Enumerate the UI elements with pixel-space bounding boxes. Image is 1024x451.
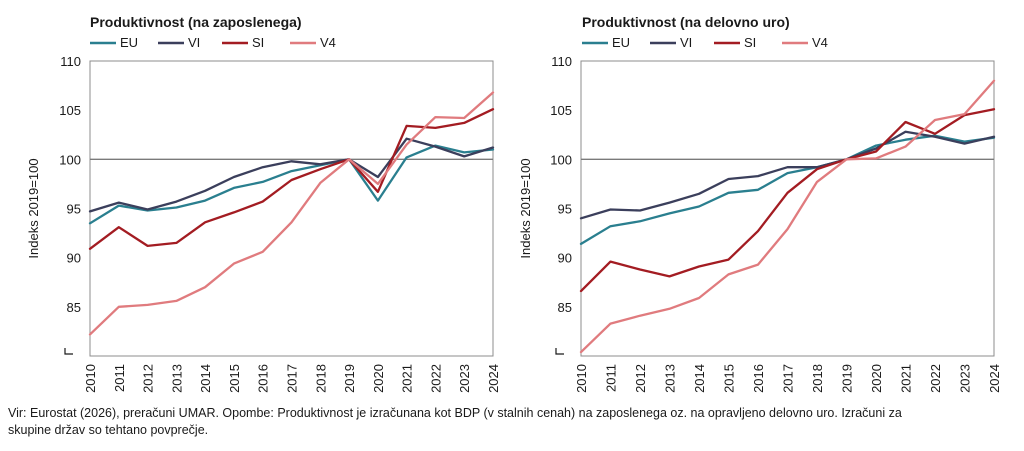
chart-2-x-tick-label: 2010 xyxy=(574,364,589,393)
chart-2-x-tick-label: 2014 xyxy=(692,364,707,393)
chart-2-y-tick-label: 110 xyxy=(551,54,572,69)
chart-2-x-tick-label: 2024 xyxy=(987,364,1002,393)
chart-2-x-tick-label: 2023 xyxy=(958,364,973,393)
chart-2-legend-label-vi: VI xyxy=(680,35,692,50)
chart-2-x-tick-label: 2016 xyxy=(751,364,766,393)
chart-1-x-tick-label: 2019 xyxy=(342,364,357,393)
chart-1-x-tick-label: 2024 xyxy=(486,364,501,393)
chart-2-plot-frame xyxy=(580,60,995,357)
chart-1-legend-label-vi: VI xyxy=(188,35,200,50)
chart-2-legend-label-si: SI xyxy=(744,35,756,50)
chart-2-x-tick-label: 2011 xyxy=(604,364,619,392)
chart-2-y-tick-label: 85 xyxy=(558,300,572,315)
chart-1-x-tick-label: 2013 xyxy=(169,364,184,393)
chart-1-y-tick-label: 95 xyxy=(67,202,81,217)
chart-1-legend-label-si: SI xyxy=(252,35,264,50)
chart-2-x-tick-label: 2021 xyxy=(899,364,914,393)
chart-2-y-tick-label: 105 xyxy=(550,103,572,118)
chart-1-x-tick-label: 2018 xyxy=(313,364,328,393)
chart-1-x-tick-label: 2016 xyxy=(256,364,271,393)
chart-1-x-tick-label: 2020 xyxy=(371,364,386,393)
chart-2-y-tick-label: 90 xyxy=(558,251,572,266)
chart-1-series-line-si xyxy=(88,108,495,250)
chart-1-x-tick-label: 2023 xyxy=(457,364,472,393)
chart-1-x-tick-label: 2011 xyxy=(112,364,127,392)
chart-1-y-tick-label: 90 xyxy=(67,251,81,266)
source-note-line-1: Vir: Eurostat (2026), preračuni UMAR. Op… xyxy=(8,406,902,420)
chart-2-x-tick-label: 2012 xyxy=(633,364,648,393)
chart-2-x-tick-label: 2013 xyxy=(663,364,678,393)
chart-1-x-tick-label: 2012 xyxy=(141,364,156,393)
chart-2-y-tick-label: 95 xyxy=(558,202,572,217)
chart-1-plot-frame xyxy=(89,60,494,357)
chart-1-x-tick-label: 2014 xyxy=(198,364,213,393)
chart-2-x-tick-label: 2019 xyxy=(840,364,855,393)
chart-1-x-tick-label: 2015 xyxy=(227,364,242,393)
chart-1-axis-break-mark xyxy=(64,348,73,355)
chart-2-x-tick-label: 2017 xyxy=(781,364,796,393)
chart-1-legend-label-eu: EU xyxy=(120,35,138,50)
chart-2-series-line-vi xyxy=(579,130,996,220)
chart-1-series-line-vi xyxy=(88,137,495,213)
chart-1-x-tick-label: 2022 xyxy=(428,364,443,393)
chart-2-x-tick-label: 2018 xyxy=(810,364,825,393)
chart-1-y-axis-title: Indeks 2019=100 xyxy=(26,158,41,258)
chart-1-series-line-eu xyxy=(88,144,495,225)
chart-1-y-tick-label: 100 xyxy=(59,152,81,167)
chart-1-legend-label-v4: V4 xyxy=(320,35,336,50)
chart-1-y-tick-label: 85 xyxy=(67,300,81,315)
chart-1-x-tick-label: 2021 xyxy=(400,364,415,393)
chart-2-axis-break-mark xyxy=(555,348,564,355)
charts-canvas: Produktivnost (na zaposlenega) EU VI SI V4 85… xyxy=(26,14,1002,393)
chart-2-y-axis-title: Indeks 2019=100 xyxy=(518,158,533,258)
chart-2-title: Produktivnost (na delovno uro) xyxy=(582,14,790,30)
chart-1-title: Produktivnost (na zaposlenega) xyxy=(90,14,302,30)
chart-1-y-tick-label: 105 xyxy=(59,103,81,118)
chart-1-x-tick-label: 2010 xyxy=(83,364,98,393)
chart-2-x-tick-label: 2015 xyxy=(722,364,737,393)
chart-2-legend-label-eu: EU xyxy=(612,35,630,50)
chart-2-legend-label-v4: V4 xyxy=(812,35,828,50)
chart-1-y-tick-label: 110 xyxy=(60,54,81,69)
chart-2-x-tick-label: 2022 xyxy=(928,364,943,393)
chart-1-series-line-v4 xyxy=(88,91,495,336)
source-note: Vir: Eurostat (2026), preračuni UMAR. Op… xyxy=(8,405,1013,439)
chart-2-series-line-eu xyxy=(579,134,996,246)
chart-2-y-tick-label: 100 xyxy=(550,152,572,167)
source-note-line-2: skupine držav so tehtano povprečje. xyxy=(8,423,209,437)
chart-2-x-tick-label: 2020 xyxy=(869,364,884,393)
chart-1-x-tick-label: 2017 xyxy=(285,364,300,393)
chart-2-series-line-v4 xyxy=(579,79,996,354)
